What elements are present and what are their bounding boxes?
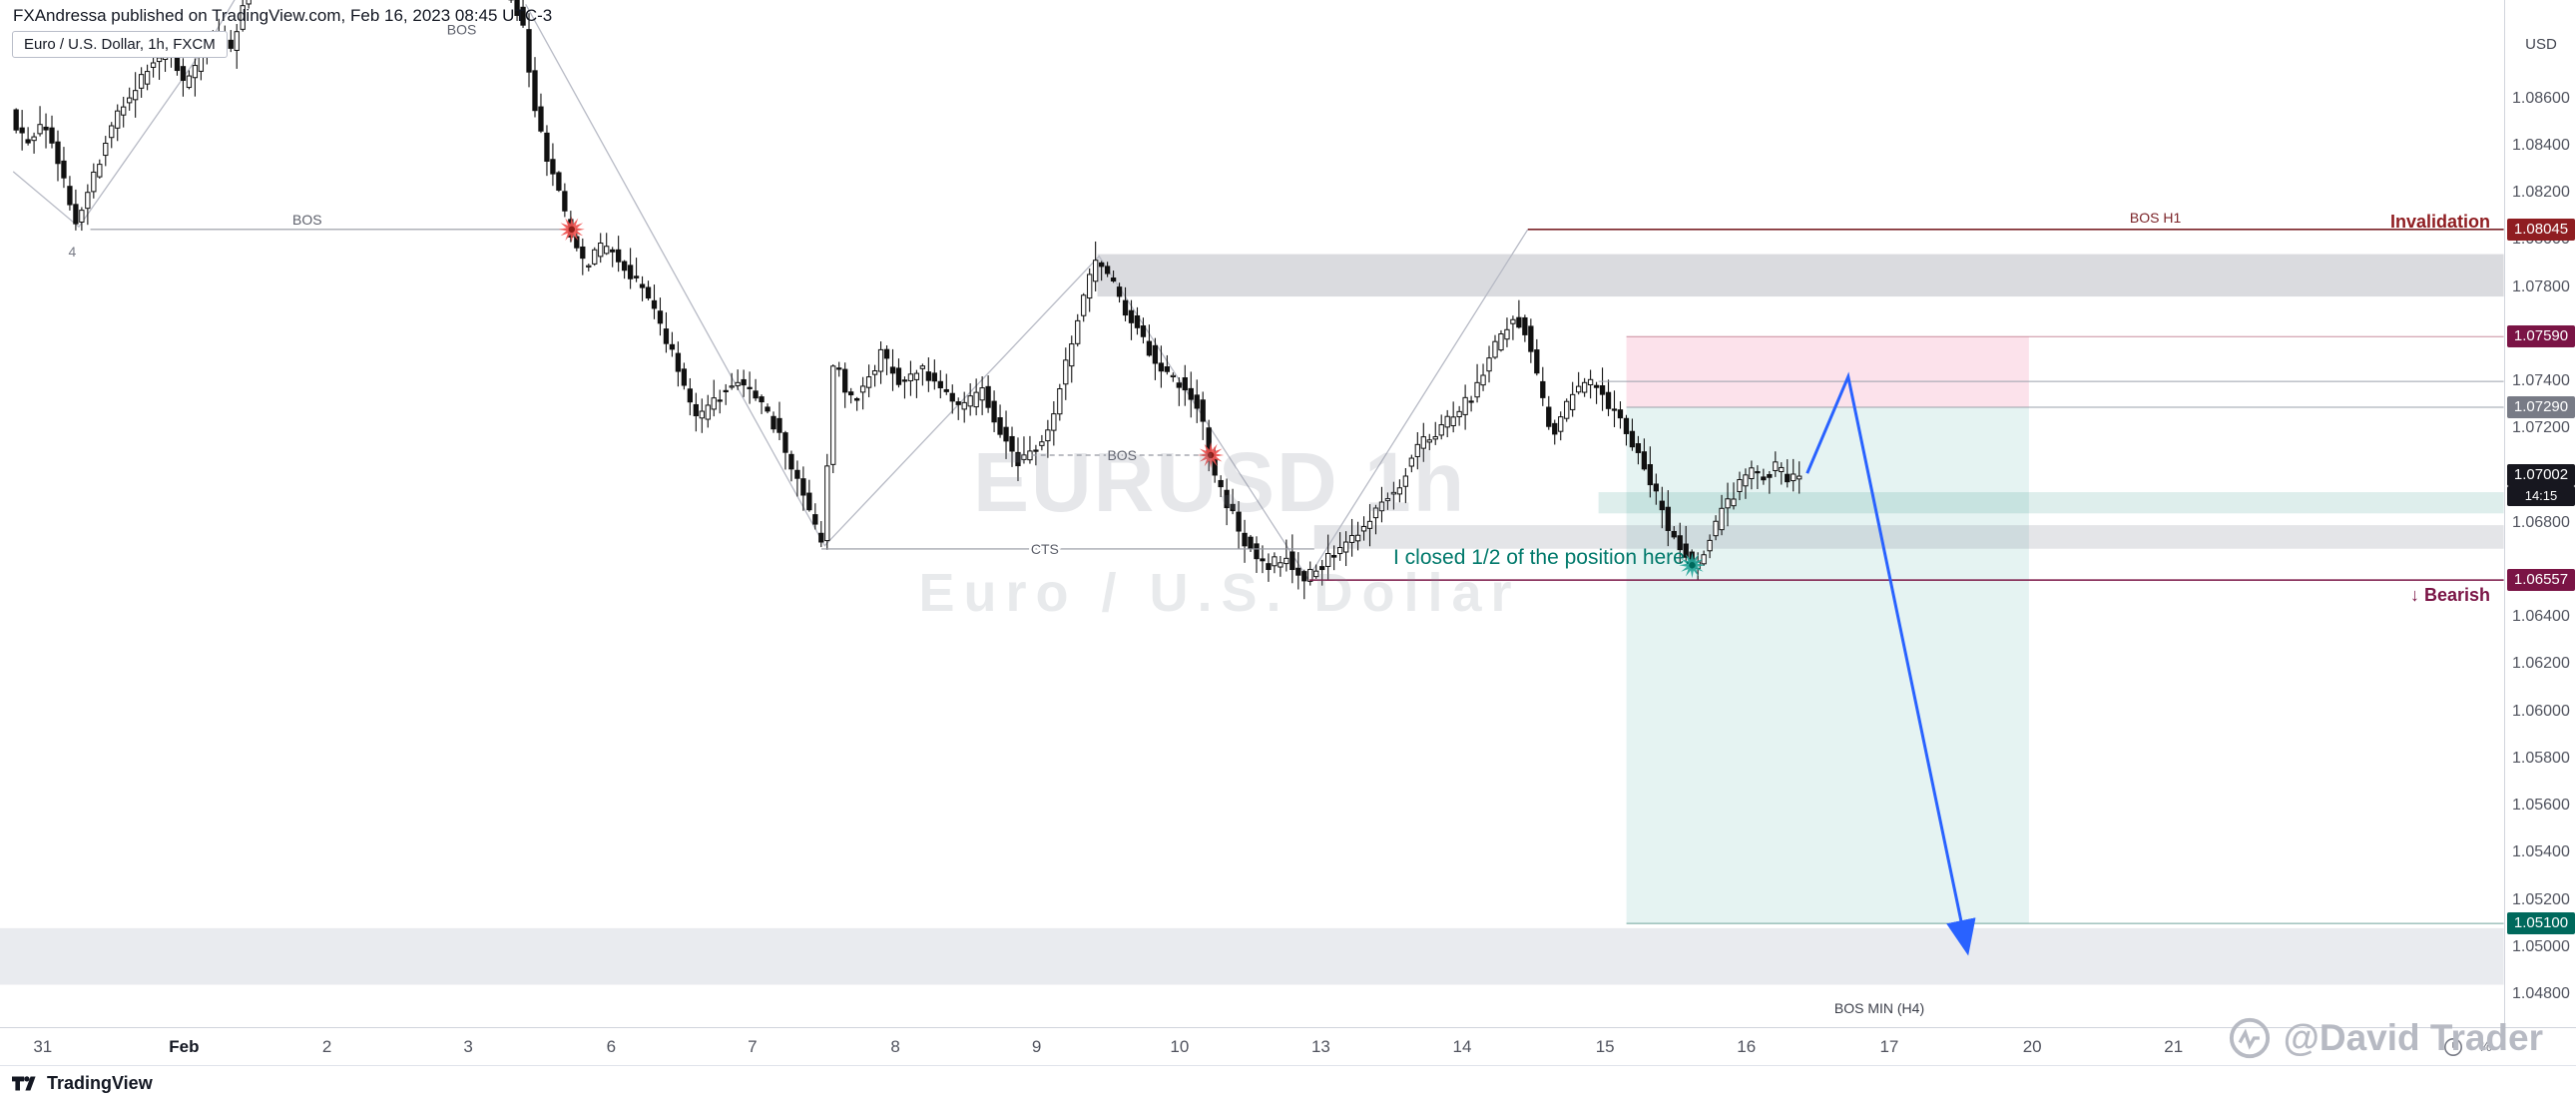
price-badge-1.05100: 1.05100 [2507, 912, 2575, 935]
price-tick: 1.06200 [2512, 655, 2570, 673]
price-axis-currency: USD [2525, 36, 2557, 53]
price-tick: 1.07200 [2512, 419, 2570, 437]
price-tick: 1.05400 [2512, 843, 2570, 861]
price-tick: 1.05600 [2512, 797, 2570, 815]
time-tick: 16 [1737, 1037, 1757, 1056]
price-tick: 1.05000 [2512, 937, 2570, 955]
candlestick-series [13, 0, 1803, 600]
time-tick: 20 [2022, 1037, 2042, 1056]
price-tick: 1.06000 [2512, 702, 2570, 720]
chart-plot: BOS BOS CTS BOS H1 BOS 4 [0, 0, 2504, 985]
zigzag-lines [12, 0, 1529, 580]
time-tick: 21 [2164, 1037, 2184, 1056]
zigzag-main [525, 3, 1529, 580]
time-tick: 14 [1452, 1037, 1472, 1056]
low-band [1313, 525, 2504, 549]
mid-band [1598, 492, 2504, 514]
time-tick: 13 [1310, 1037, 1330, 1056]
price-badge-1.08045: 1.08045 [2507, 218, 2575, 241]
time-tick: 3 [463, 1037, 473, 1056]
publisher-watermark: @David Trader [2228, 1016, 2543, 1060]
price-tick: 1.07400 [2512, 372, 2570, 390]
bos-h1-line-label: BOS H1 [2130, 210, 2182, 226]
time-tick: 7 [748, 1037, 758, 1056]
time-tick: 17 [1879, 1037, 1899, 1056]
invalidation-label: Invalidation [2389, 212, 2490, 232]
price-axis[interactable]: USD 1.086001.084001.082001.080001.078001… [2504, 0, 2576, 1027]
zigzag-left [12, 0, 236, 229]
price-tick: 1.06400 [2512, 608, 2570, 626]
price-badge-1.07290: 1.07290 [2507, 396, 2575, 419]
time-axis[interactable]: 31 Feb 2 3 6 7 8 9 10 13 14 15 16 17 20 21 % [0, 1027, 2576, 1066]
symbol-legend[interactable]: Euro / U.S. Dollar, 1h, FXCM [12, 31, 228, 58]
cts-line-label: CTS [1031, 541, 1059, 557]
time-tick: 6 [606, 1037, 617, 1056]
supply-zone-pink [1626, 336, 2029, 408]
tradingview-logo[interactable]: TradingView [12, 1073, 153, 1094]
price-tick: 1.07800 [2512, 277, 2570, 295]
bos-dashed-line-label: BOS [1107, 447, 1137, 463]
bottom-band [0, 927, 2504, 985]
symbol-watermark-line1: EURUSD 1h [972, 435, 1467, 529]
price-tick: 1.08400 [2512, 136, 2570, 154]
projection-arrow[interactable] [1805, 371, 1976, 956]
bearish-label: ↓ Bearish [2409, 585, 2490, 605]
price-badge-1.06557: 1.06557 [2507, 569, 2575, 592]
bos-break-marker-2-center [1207, 451, 1215, 459]
time-tick: 2 [321, 1037, 332, 1056]
price-badge-1.07590: 1.07590 [2507, 325, 2575, 348]
percent-icon[interactable]: % [2477, 1038, 2492, 1055]
resistance-band-gray [1097, 254, 2504, 297]
bos-min-label: BOS MIN (H4) [1833, 1000, 1925, 1016]
time-tick: 15 [1595, 1037, 1615, 1056]
time-tick: 8 [890, 1037, 900, 1056]
clock-icon[interactable] [2442, 1036, 2464, 1058]
price-tick: 1.05200 [2512, 890, 2570, 908]
zones [0, 254, 2504, 985]
price-tick: 1.05800 [2512, 749, 2570, 767]
publisher-handle: @David Trader [2283, 1017, 2543, 1058]
price-badge-1.07002: 1.07002 [2507, 464, 2575, 487]
price-tick: 1.08600 [2512, 89, 2570, 107]
tradingview-logo-text: TradingView [47, 1073, 153, 1093]
candle-countdown: 14:15 [2507, 486, 2575, 507]
time-tick: 31 [33, 1037, 53, 1056]
bos-break-marker-1-center [568, 226, 576, 233]
partial-close-note: I closed 1/2 of the position here. [1393, 546, 1691, 569]
tradingview-logo-icon [12, 1074, 40, 1093]
chart-canvas[interactable]: BOS BOS CTS BOS H1 BOS 4 [0, 0, 2504, 1027]
time-tick: Feb [169, 1037, 200, 1056]
target-zone-teal [1626, 407, 2029, 924]
price-tick: 1.08200 [2512, 184, 2570, 202]
publisher-logo-icon [2228, 1016, 2272, 1060]
floating-label: 4 [69, 244, 77, 260]
symbol-legend-label: Euro / U.S. Dollar, 1h, FXCM [24, 36, 216, 53]
level-lines: BOS BOS CTS BOS H1 [90, 207, 2504, 924]
time-tick: 9 [1031, 1037, 1042, 1056]
floating-label: BOS [447, 22, 477, 38]
price-tick: 1.06800 [2512, 513, 2570, 531]
bottom-toolbar: TradingView [0, 1065, 2576, 1101]
price-tick: 1.04800 [2512, 984, 2570, 1002]
bos-line-left-label: BOS [292, 212, 322, 228]
symbol-watermark-line2: Euro / U.S. Dollar [918, 563, 1521, 623]
time-tick: 10 [1170, 1037, 1190, 1056]
attribution-text: FXAndressa published on TradingView.com,… [13, 6, 553, 25]
partial-close-marker-center [1689, 562, 1696, 569]
